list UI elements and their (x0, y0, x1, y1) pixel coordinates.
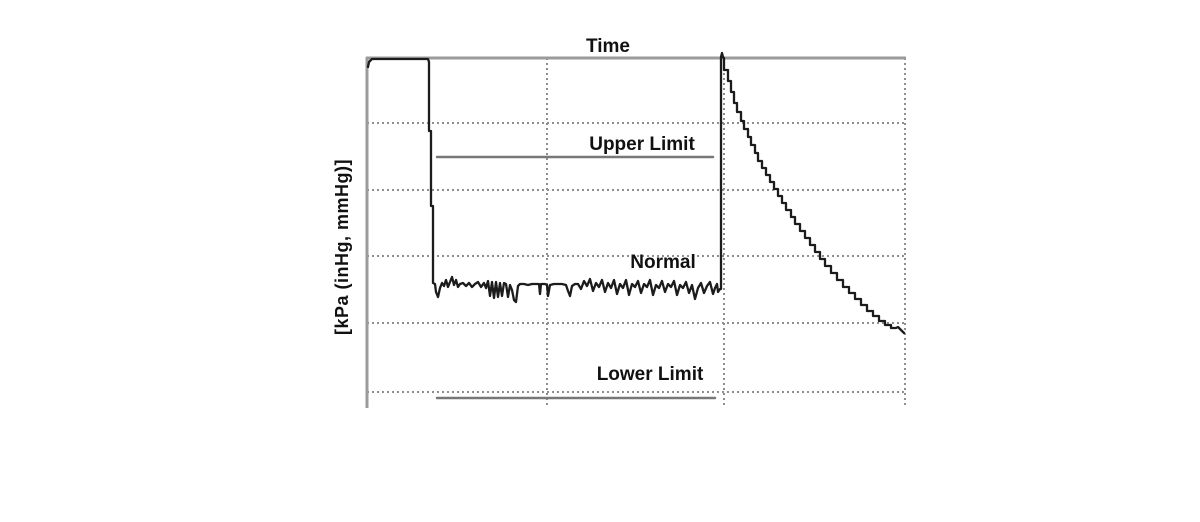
data-series (366, 51, 906, 400)
pressure-series (366, 51, 906, 335)
lower-limit-label: Lower Limit (597, 364, 704, 385)
axes (365, 56, 906, 408)
upper-limit-label: Upper Limit (589, 134, 695, 155)
chart-title: Time (586, 36, 630, 57)
y-axis-label: [kPa (inHg, mmHg)] (332, 159, 352, 335)
grid-lines (367, 58, 906, 408)
normal-label: Normal (630, 252, 695, 273)
